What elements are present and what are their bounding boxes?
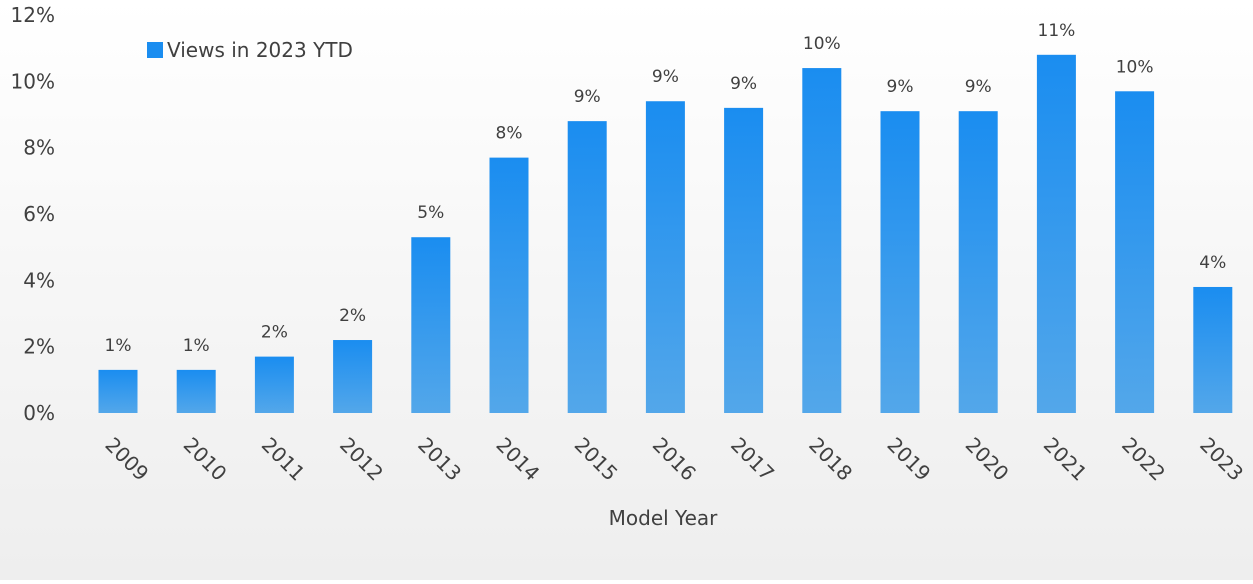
bar-2020	[958, 111, 998, 413]
y-tick-label: 10%	[11, 69, 55, 93]
x-tick-label-2013: 2013	[413, 433, 466, 486]
data-label-2020: 9%	[965, 77, 992, 97]
data-label-2023: 4%	[1199, 253, 1226, 273]
bar-2018	[802, 68, 842, 414]
bar-2019	[880, 111, 920, 413]
x-tick-label-2012: 2012	[335, 433, 388, 486]
bar-2016	[645, 101, 685, 413]
data-label-2011: 2%	[261, 323, 288, 343]
data-label-2021: 11%	[1038, 21, 1076, 41]
data-label-2017: 9%	[730, 74, 757, 94]
x-tick-label-2020: 2020	[961, 433, 1014, 486]
y-tick-label: 12%	[11, 3, 55, 27]
bar-2022	[1115, 91, 1155, 414]
x-tick-label-2018: 2018	[804, 433, 857, 486]
data-labels: 1% 1% 2% 2% 5% 8% 9% 9% 9% 10% 9% 9% 11% 10% 4%	[105, 21, 1227, 356]
x-tick-label-2021: 2021	[1039, 433, 1092, 486]
x-axis: 2009 2010 2011 2012 2013 2014 2015 2016 2017 2018…	[100, 433, 1248, 486]
x-tick-label-2019: 2019	[882, 433, 935, 486]
x-tick-label-2009: 2009	[100, 433, 153, 486]
bar-2010	[176, 369, 216, 413]
y-tick-label: 0%	[23, 401, 55, 425]
bar-2011	[254, 356, 294, 413]
x-tick-label-2014: 2014	[491, 433, 544, 486]
x-tick-label-2016: 2016	[648, 433, 701, 486]
legend-marker	[147, 42, 163, 58]
bar-2023	[1193, 286, 1233, 413]
x-tick-label-2015: 2015	[570, 433, 623, 486]
bar-2015	[567, 121, 607, 413]
legend: Views in 2023 YTD	[147, 38, 353, 62]
bar-2009	[98, 369, 138, 413]
bar-2013	[411, 237, 451, 413]
data-label-2009: 1%	[105, 336, 132, 356]
data-label-2013: 5%	[417, 203, 444, 223]
data-label-2019: 9%	[887, 77, 914, 97]
y-tick-label: 6%	[23, 202, 55, 226]
data-label-2022: 10%	[1116, 57, 1154, 77]
data-label-2018: 10%	[803, 34, 841, 54]
data-label-2012: 2%	[339, 306, 366, 326]
x-tick-label-2017: 2017	[726, 433, 779, 486]
bar-2012	[333, 340, 373, 413]
bars	[98, 54, 1233, 414]
bar-2017	[724, 107, 764, 413]
y-tick-label: 4%	[23, 268, 55, 292]
y-axis: 0% 2% 4% 6% 8% 10% 12%	[11, 3, 55, 425]
data-label-2014: 8%	[496, 124, 523, 144]
legend-label: Views in 2023 YTD	[167, 38, 353, 62]
bar-2021	[1036, 54, 1076, 414]
x-tick-label-2022: 2022	[1117, 433, 1170, 486]
data-label-2010: 1%	[183, 336, 210, 356]
x-axis-title: Model Year	[609, 506, 719, 530]
data-label-2015: 9%	[574, 87, 601, 107]
x-tick-label-2010: 2010	[179, 433, 232, 486]
y-tick-label: 2%	[23, 335, 55, 359]
x-tick-label-2023: 2023	[1195, 433, 1248, 486]
bar-2014	[489, 157, 529, 413]
x-tick-label-2011: 2011	[257, 433, 310, 486]
data-label-2016: 9%	[652, 67, 679, 87]
y-tick-label: 8%	[23, 136, 55, 160]
